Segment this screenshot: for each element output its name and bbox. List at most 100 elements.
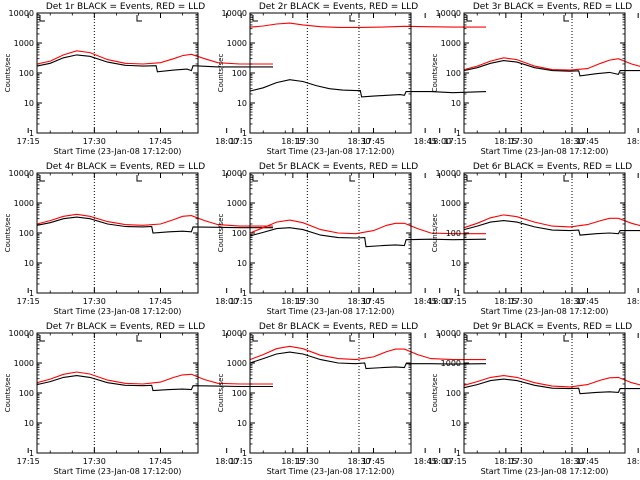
y-tick-label: 1000 <box>227 39 247 48</box>
chart-title: Det 9r BLACK = Events, RED = LLD <box>473 322 632 332</box>
y-tick-label: 1 <box>456 449 461 458</box>
y-tick-label: 100 <box>232 69 247 78</box>
x-tick-label: 17:15 <box>230 457 253 466</box>
y-tick-label: 1 <box>456 129 461 138</box>
corner-marker-left <box>466 175 472 182</box>
y-tick-label: 10000 <box>9 9 34 18</box>
corner-marker-right <box>136 175 142 182</box>
x-axis-label: Start Time (23-Jan-08 17:12:00) <box>267 467 395 476</box>
x-tick-label: 17:15 <box>17 457 40 466</box>
chart-title: Det 6r BLACK = Events, RED = LLD <box>473 162 632 172</box>
x-axis-label: Start Time (23-Jan-08 17:12:00) <box>481 147 609 156</box>
corner-marker-left <box>252 335 258 342</box>
corner-marker-left <box>252 175 258 182</box>
chart-title: Det 8r BLACK = Events, RED = LLD <box>259 322 418 332</box>
x-axis-label: Start Time (23-Jan-08 17:12:00) <box>54 307 182 316</box>
corner-marker-left <box>39 175 45 182</box>
y-tick-label: 10 <box>237 259 247 268</box>
x-tick-label: 17:15 <box>444 137 467 146</box>
y-tick-label: 10000 <box>436 169 461 178</box>
y-tick-label: 10000 <box>222 169 247 178</box>
x-tick-label: 18:15 <box>281 457 304 466</box>
events-series-line <box>36 375 273 392</box>
x-tick-label: 18:45 <box>414 297 437 306</box>
x-tick-label: 18:15 <box>494 297 517 306</box>
corner-marker-right <box>349 15 355 22</box>
y-tick-label: 1 <box>29 449 34 458</box>
y-axis-label: Counts/sec <box>431 54 439 93</box>
chart-title: Det 2r BLACK = Events, RED = LLD <box>259 2 418 12</box>
y-tick-label: 10 <box>24 419 34 428</box>
y-tick-label: 10000 <box>222 9 247 18</box>
chart-panel-4: Det 4r BLACK = Events, RED = LLD Counts/s… <box>4 162 437 316</box>
chart-title: Det 1r BLACK = Events, RED = LLD <box>46 2 205 12</box>
x-tick-label: 18:00 <box>215 457 238 466</box>
x-tick-label: 17:30 <box>296 137 319 146</box>
plot-frame <box>249 172 412 294</box>
x-tick-label: 18:00 <box>428 137 451 146</box>
events-series-line <box>463 60 640 77</box>
x-axis-label: Start Time (23-Jan-08 17:12:00) <box>481 307 609 316</box>
y-tick-label: 10 <box>451 419 461 428</box>
chart-title: Det 5r BLACK = Events, RED = LLD <box>259 162 418 172</box>
y-tick-label: 100 <box>232 389 247 398</box>
corner-marker-left <box>252 15 258 22</box>
x-tick-label: 18:15 <box>281 137 304 146</box>
x-tick-label: 18:45 <box>627 457 640 466</box>
y-axis-label: Counts/sec <box>4 54 12 93</box>
x-tick-label: 18:15 <box>494 137 517 146</box>
x-tick-label: 17:45 <box>362 297 385 306</box>
x-tick-label: 18:30 <box>560 297 583 306</box>
y-tick-label: 1 <box>456 289 461 298</box>
y-tick-label: 1 <box>242 289 247 298</box>
corner-marker-right <box>136 335 142 342</box>
plot-frame <box>463 172 626 294</box>
y-tick-label: 1000 <box>14 199 34 208</box>
y-tick-label: 100 <box>446 229 461 238</box>
chart-panel-8: Det 8r BLACK = Events, RED = LLD Counts/s… <box>217 322 640 476</box>
y-axis-label: Counts/sec <box>4 374 12 413</box>
y-tick-label: 1000 <box>227 359 247 368</box>
x-tick-label: 17:30 <box>510 297 533 306</box>
x-tick-label: 17:45 <box>149 137 172 146</box>
y-tick-label: 100 <box>232 229 247 238</box>
lld-series-line <box>463 214 640 229</box>
x-tick-label: 18:30 <box>560 137 583 146</box>
x-tick-label: 17:45 <box>149 457 172 466</box>
y-tick-label: 1 <box>29 129 34 138</box>
lld-series-line <box>249 219 486 235</box>
chart-title: Det 7r BLACK = Events, RED = LLD <box>46 322 205 332</box>
y-tick-label: 1000 <box>441 199 461 208</box>
x-tick-label: 18:30 <box>347 137 370 146</box>
x-tick-label: 17:45 <box>576 137 599 146</box>
x-tick-label: 17:30 <box>296 297 319 306</box>
y-tick-label: 10000 <box>222 329 247 338</box>
x-tick-label: 17:15 <box>444 297 467 306</box>
lld-series-line <box>36 371 273 385</box>
corner-marker-right <box>136 15 142 22</box>
lld-series-line <box>463 375 640 388</box>
events-series-line <box>36 54 273 73</box>
events-series-line <box>249 79 487 98</box>
y-axis-label: Counts/sec <box>4 214 12 253</box>
y-tick-label: 10 <box>451 99 461 108</box>
y-axis-label: Counts/sec <box>431 214 439 253</box>
y-tick-label: 1 <box>29 289 34 298</box>
plot-frame <box>463 12 626 134</box>
y-tick-label: 10 <box>24 259 34 268</box>
corner-marker-right <box>563 15 569 22</box>
x-tick-label: 18:30 <box>560 457 583 466</box>
y-tick-label: 100 <box>19 229 34 238</box>
y-tick-label: 100 <box>19 389 34 398</box>
y-tick-label: 1000 <box>14 359 34 368</box>
x-tick-label: 18:45 <box>414 457 437 466</box>
plot-frame <box>249 332 412 454</box>
y-tick-label: 100 <box>446 69 461 78</box>
y-tick-label: 100 <box>19 69 34 78</box>
events-series-line <box>36 216 273 234</box>
plot-frame <box>36 172 199 294</box>
x-tick-label: 17:45 <box>149 297 172 306</box>
chart-panel-1: Det 1r BLACK = Events, RED = LLD Counts/s… <box>4 2 437 156</box>
x-tick-label: 18:45 <box>627 137 640 146</box>
y-tick-label: 10000 <box>9 169 34 178</box>
